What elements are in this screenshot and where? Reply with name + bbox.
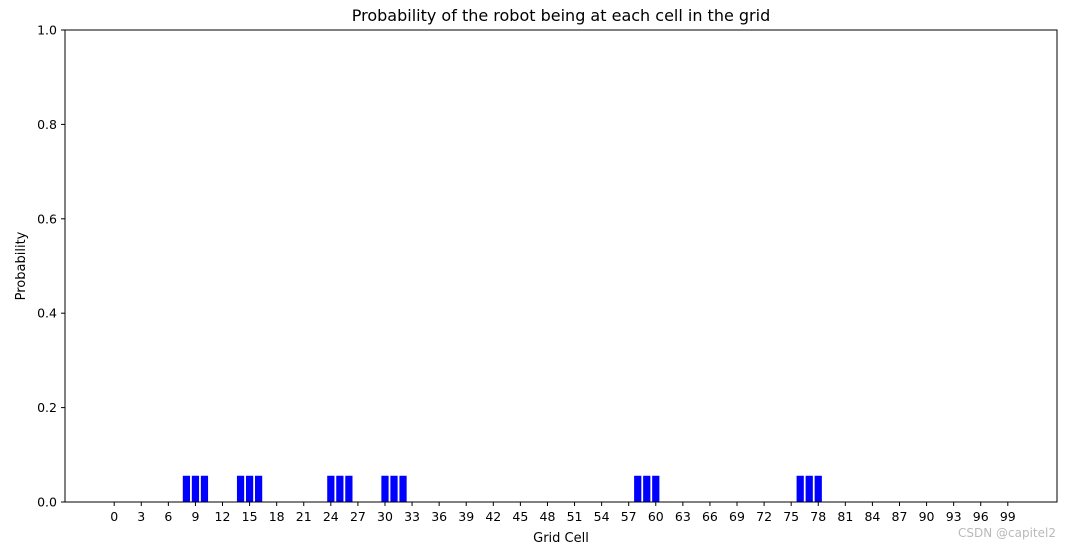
bar-cell-32 [399, 475, 407, 502]
bar-cell-9 [191, 475, 200, 502]
x-tick-label: 15 [242, 509, 258, 524]
x-tick-label: 87 [892, 509, 908, 524]
x-tick-label: 57 [621, 509, 637, 524]
bar-cell-25 [336, 475, 344, 502]
bar-cell-15 [245, 475, 254, 502]
x-tick-label: 75 [783, 509, 799, 524]
x-tick-label: 27 [350, 509, 366, 524]
x-tick-label: 63 [675, 509, 691, 524]
x-axis-ticks: 0 3 6 9 12 15 18 21 24 27 30 33 36 39 42 45 48 51 54 57 60 63… [110, 502, 1016, 524]
x-tick-label: 42 [485, 509, 501, 524]
x-tick-label: 0 [110, 509, 118, 524]
x-tick-label: 60 [648, 509, 664, 524]
plot-frame [64, 29, 1058, 503]
x-tick-label: 69 [729, 509, 745, 524]
y-tick-label: 1.0 [37, 23, 57, 38]
x-tick-label: 18 [269, 509, 285, 524]
bar-cell-8 [182, 475, 191, 502]
x-tick-label: 51 [567, 509, 583, 524]
x-tick-label: 93 [946, 509, 962, 524]
bar-cell-26 [345, 475, 353, 502]
x-tick-label: 36 [431, 509, 447, 524]
y-tick-label: 0.8 [37, 117, 57, 132]
x-tick-label: 72 [756, 509, 772, 524]
watermark: CSDN @capitel2 [958, 526, 1056, 540]
x-tick-label: 99 [1000, 509, 1016, 524]
bar-cell-10 [200, 475, 209, 502]
bar-cell-60 [652, 475, 660, 502]
x-tick-label: 45 [512, 509, 528, 524]
x-tick-label: 24 [323, 509, 339, 524]
x-tick-label: 33 [404, 509, 420, 524]
y-axis-ticks: 0.0 0.2 0.4 0.6 0.8 1.0 [37, 23, 65, 510]
chart-title: Probability of the robot being at each c… [352, 6, 770, 25]
y-tick-label: 0.6 [37, 211, 57, 226]
bar-cell-16 [255, 475, 263, 502]
bar-cell-78 [814, 475, 822, 502]
x-tick-label: 30 [377, 509, 393, 524]
bar-cell-31 [390, 475, 398, 502]
x-tick-label: 66 [702, 509, 718, 524]
y-tick-label: 0.4 [37, 306, 57, 321]
bar-cell-30 [381, 475, 389, 502]
x-axis-label: Grid Cell [533, 531, 589, 546]
bar-cell-24 [327, 475, 335, 502]
y-tick-label: 0.2 [37, 400, 57, 415]
x-tick-label: 3 [137, 509, 145, 524]
bars-group [182, 475, 822, 502]
x-tick-label: 6 [164, 509, 172, 524]
x-tick-label: 78 [810, 509, 826, 524]
x-tick-label: 21 [296, 509, 312, 524]
bar-cell-59 [643, 475, 651, 502]
x-tick-label: 48 [540, 509, 556, 524]
x-tick-label: 81 [837, 509, 853, 524]
x-tick-label: 12 [215, 509, 231, 524]
y-axis-label: Probability [14, 231, 29, 300]
bar-cell-58 [634, 475, 642, 502]
x-tick-label: 54 [594, 509, 610, 524]
x-tick-label: 39 [458, 509, 474, 524]
bar-cell-76 [796, 475, 804, 502]
x-tick-label: 90 [919, 509, 935, 524]
bar-cell-14 [236, 475, 245, 502]
x-tick-label: 96 [973, 509, 989, 524]
y-tick-label: 0.0 [37, 495, 57, 510]
x-tick-label: 9 [191, 509, 199, 524]
x-tick-label: 84 [864, 509, 880, 524]
bar-cell-77 [805, 475, 813, 502]
